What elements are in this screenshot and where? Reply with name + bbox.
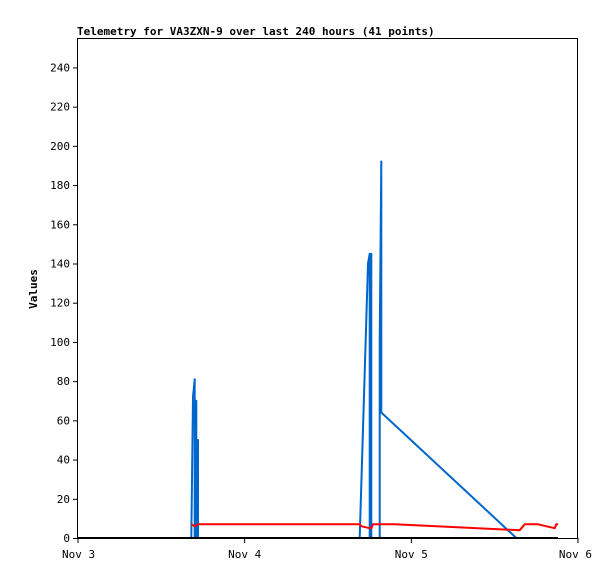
x-tick-label: Nov 4 — [228, 548, 261, 561]
y-tick-label: 60 — [57, 414, 70, 427]
x-axis-ticks: Nov 3 Nov 4 Nov 5 Nov 6 — [62, 538, 592, 561]
y-tick-label: 40 — [57, 454, 70, 467]
y-tick-label: 180 — [50, 179, 70, 192]
y-tick-label: 140 — [50, 257, 70, 270]
series-line-0 — [190, 160, 517, 539]
y-axis-label: Values — [27, 269, 40, 309]
series-layer — [78, 160, 558, 539]
y-tick-label: 220 — [50, 101, 70, 114]
series-line-1 — [190, 523, 558, 532]
plot-frame — [77, 38, 578, 539]
x-tick-label: Nov 3 — [62, 548, 95, 561]
x-tick-label: Nov 5 — [395, 548, 428, 561]
y-tick-label: 240 — [50, 61, 70, 74]
y-tick-label: 100 — [50, 336, 70, 349]
x-tick-label: Nov 6 — [559, 548, 592, 561]
y-axis-ticks: 0 20 40 60 80 100 120 140 160 180 200 220 240 — [50, 61, 78, 545]
y-tick-label: 0 — [63, 532, 70, 545]
y-tick-label: 80 — [57, 375, 70, 388]
y-tick-label: 20 — [57, 493, 70, 506]
y-tick-label: 120 — [50, 297, 70, 310]
chart-title: Telemetry for VA3ZXN-9 over last 240 hou… — [77, 25, 435, 38]
y-tick-label: 200 — [50, 140, 70, 153]
y-tick-label: 160 — [50, 218, 70, 231]
